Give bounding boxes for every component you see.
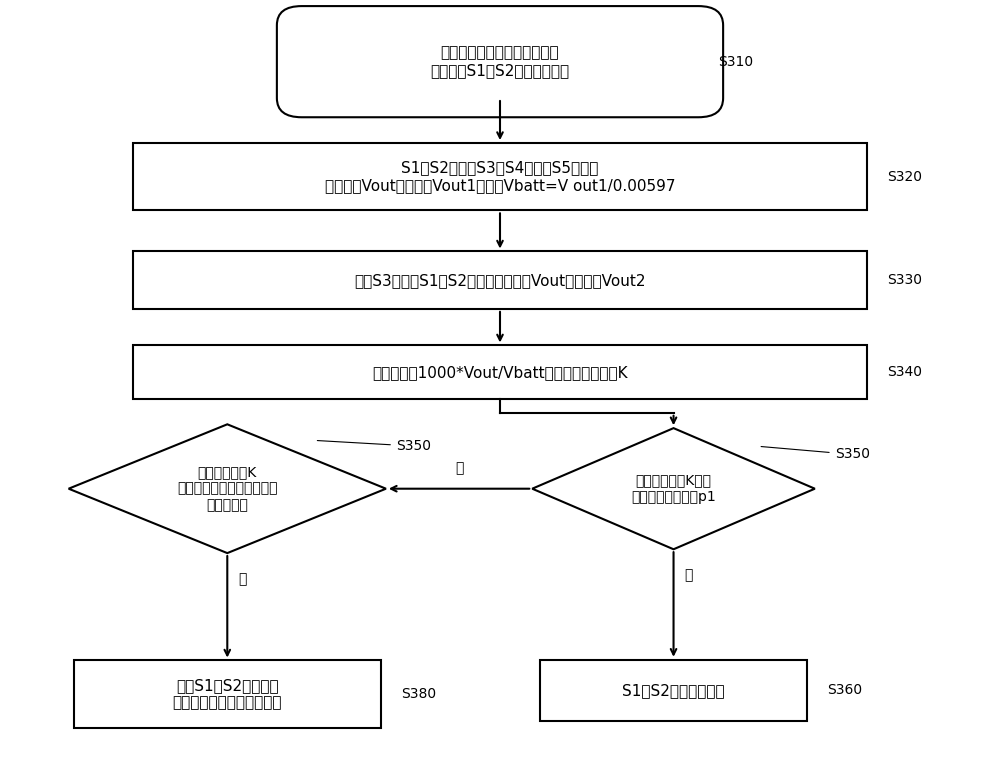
Polygon shape xyxy=(69,424,386,553)
Text: S330: S330 xyxy=(887,273,922,288)
Text: S1和S2处于断开状态: S1和S2处于断开状态 xyxy=(622,683,725,698)
Text: S350: S350 xyxy=(317,439,431,453)
Text: S350: S350 xyxy=(761,446,870,461)
Text: 控制S3闭合、S1和S2断开，读取此时Vout的电压值Vout2: 控制S3闭合、S1和S2断开，读取此时Vout的电压值Vout2 xyxy=(354,273,646,288)
FancyBboxPatch shape xyxy=(133,143,867,210)
Text: 是: 是 xyxy=(684,568,693,583)
Text: 实际状态系数K是否
等于理想状态系数p1: 实际状态系数K是否 等于理想状态系数p1 xyxy=(631,474,716,504)
Text: S380: S380 xyxy=(401,687,436,701)
Text: S320: S320 xyxy=(887,170,922,184)
Text: 是: 是 xyxy=(238,572,246,586)
FancyBboxPatch shape xyxy=(277,6,723,117)
FancyBboxPatch shape xyxy=(540,660,807,721)
Text: 否: 否 xyxy=(455,461,463,475)
Text: 直流充电结束，开始对直流充
电继电器S1、S2进行状态检测: 直流充电结束，开始对直流充 电继电器S1、S2进行状态检测 xyxy=(430,46,570,78)
Text: S340: S340 xyxy=(887,365,922,379)
Polygon shape xyxy=(532,428,815,549)
Text: 实际状态系数K
是否等于其他理想状态系数
中的某一个: 实际状态系数K 是否等于其他理想状态系数 中的某一个 xyxy=(177,466,278,512)
Text: 基于关系式1000*Vout/Vbatt计算实际状态系数K: 基于关系式1000*Vout/Vbatt计算实际状态系数K xyxy=(372,365,628,380)
FancyBboxPatch shape xyxy=(133,346,867,399)
Text: S360: S360 xyxy=(827,684,862,698)
Text: S310: S310 xyxy=(718,55,753,69)
FancyBboxPatch shape xyxy=(74,660,381,728)
FancyBboxPatch shape xyxy=(133,251,867,309)
Text: 确定S1和S2处于该理
想状态系数对应的正常状态: 确定S1和S2处于该理 想状态系数对应的正常状态 xyxy=(173,678,282,711)
Text: S1和S2闭合、S3和S4闭合、S5断开，
读取此时Vout的电压值Vout1，计算Vbatt=V out1/0.00597: S1和S2闭合、S3和S4闭合、S5断开， 读取此时Vout的电压值Vout1，… xyxy=(325,160,675,193)
